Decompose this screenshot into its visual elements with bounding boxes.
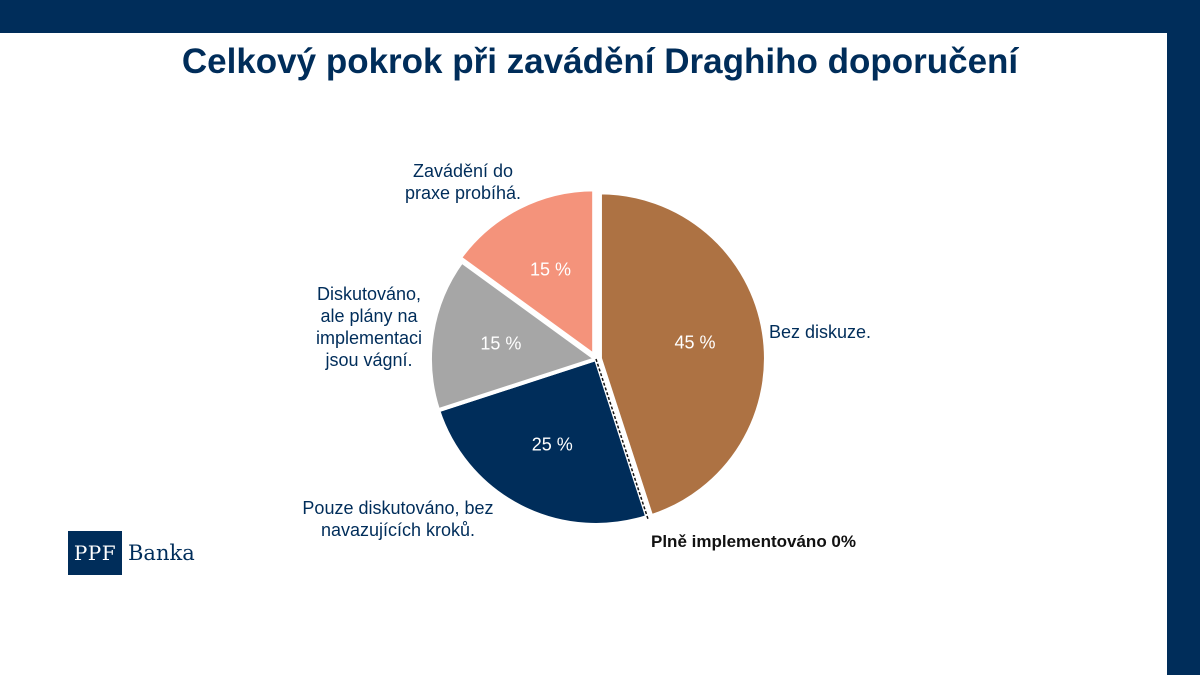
slice-bez-diskuze bbox=[597, 190, 768, 519]
label-diskutovano: Diskutováno, ale plány na implementaci j… bbox=[315, 284, 423, 370]
pct-label-pouze-diskutovano: 25 % bbox=[531, 434, 573, 455]
pct-label-diskutovano: 15 % bbox=[480, 333, 522, 354]
label-implementovano: Plně implementováno 0% bbox=[651, 532, 856, 551]
label-probiha: Zavádění do praxe probíhá. bbox=[404, 161, 522, 203]
label-pouze-diskutovano: Pouze diskutováno, bez navazujících krok… bbox=[302, 498, 494, 540]
slice-pouze-diskutovano bbox=[436, 357, 650, 527]
label-bez-diskuze: Bez diskuze. bbox=[769, 322, 872, 342]
ppf-banka-logo: PPF Banka bbox=[68, 531, 195, 575]
slice-diskutovano bbox=[428, 259, 598, 413]
pct-label-probiha: 15 % bbox=[529, 259, 571, 280]
logo-text: Banka bbox=[128, 541, 195, 565]
slice-probiha bbox=[457, 187, 597, 358]
slice-implementovano-marker bbox=[595, 358, 650, 521]
pct-label-bez-diskuze: 45 % bbox=[674, 332, 716, 353]
logo-box: PPF bbox=[68, 531, 122, 575]
chart-title: Celkový pokrok při zavádění Draghiho dop… bbox=[181, 42, 1019, 81]
